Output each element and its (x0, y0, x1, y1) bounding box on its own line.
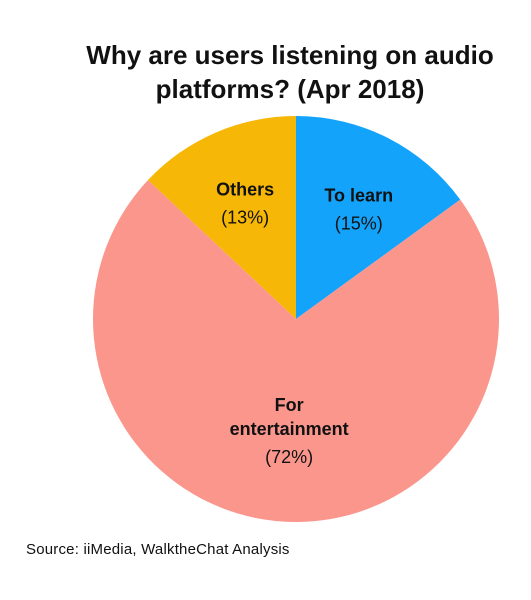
slice-label-2-line-1: For (275, 395, 304, 415)
chart-title: Why are users listening on audio platfor… (40, 38, 531, 106)
slice-percent-2: (72%) (265, 447, 313, 467)
pie-slice-1 (296, 116, 461, 319)
chart-title-line-1: Why are users listening on audio (86, 40, 494, 70)
slice-label-2-line-2: entertainment (230, 419, 349, 439)
slice-percent-3: (13%) (221, 208, 269, 228)
chart-title-line-2: platforms? (Apr 2018) (155, 74, 425, 104)
pie-slice-2 (92, 180, 499, 523)
slice-label-1-line-1: To learn (324, 186, 393, 206)
slice-percent-1: (15%) (335, 214, 383, 234)
source-note: Source: iiMedia, WalktheChat Analysis (26, 541, 290, 558)
pie-slice-3 (148, 116, 296, 319)
slice-label-3-line-1: Others (216, 180, 274, 200)
